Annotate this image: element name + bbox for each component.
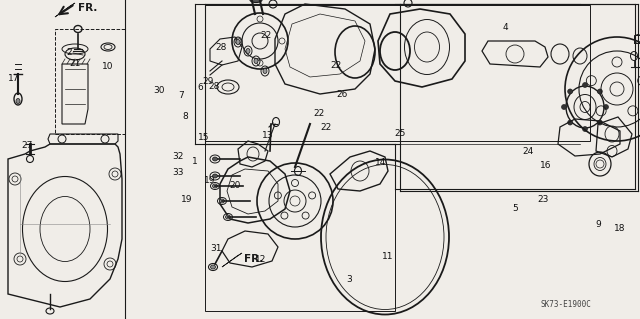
Ellipse shape xyxy=(212,184,218,188)
Text: 10: 10 xyxy=(102,63,113,71)
Text: 26: 26 xyxy=(337,90,348,99)
Ellipse shape xyxy=(225,215,230,219)
Text: 22: 22 xyxy=(313,109,324,118)
Circle shape xyxy=(568,120,573,125)
Text: 23: 23 xyxy=(537,195,548,204)
Text: 18: 18 xyxy=(614,224,625,233)
Text: 21: 21 xyxy=(70,59,81,68)
Ellipse shape xyxy=(263,69,267,73)
Bar xyxy=(55,29,125,134)
Ellipse shape xyxy=(250,0,262,3)
Ellipse shape xyxy=(211,265,216,269)
Text: 8: 8 xyxy=(183,112,188,121)
Text: 1: 1 xyxy=(193,157,198,166)
Circle shape xyxy=(597,89,602,94)
Text: 17: 17 xyxy=(8,74,20,83)
Ellipse shape xyxy=(246,48,250,54)
Text: 2: 2 xyxy=(67,48,72,57)
Circle shape xyxy=(561,105,566,109)
Text: FR.: FR. xyxy=(244,254,264,264)
Text: 16: 16 xyxy=(540,161,551,170)
Ellipse shape xyxy=(212,157,218,161)
Text: 30: 30 xyxy=(153,86,164,95)
Text: 24: 24 xyxy=(522,147,534,156)
Text: 22: 22 xyxy=(260,31,271,40)
Text: 31: 31 xyxy=(211,244,222,253)
Ellipse shape xyxy=(212,174,218,178)
Text: 12: 12 xyxy=(255,256,267,264)
Ellipse shape xyxy=(236,40,240,44)
Polygon shape xyxy=(55,3,75,17)
Text: 14: 14 xyxy=(375,158,387,167)
Circle shape xyxy=(582,127,588,131)
Text: FR.: FR. xyxy=(78,3,97,13)
Text: 33: 33 xyxy=(172,168,184,177)
Polygon shape xyxy=(222,253,242,267)
Text: 9: 9 xyxy=(596,220,601,229)
Text: 15: 15 xyxy=(198,133,209,142)
Circle shape xyxy=(568,89,573,94)
Text: 27: 27 xyxy=(21,141,33,150)
Text: 3: 3 xyxy=(346,275,351,284)
Text: 5: 5 xyxy=(513,204,518,213)
Text: 20: 20 xyxy=(230,181,241,189)
Text: 28: 28 xyxy=(215,43,227,52)
Text: 22: 22 xyxy=(330,61,342,70)
Text: 19: 19 xyxy=(204,176,216,185)
Text: 28: 28 xyxy=(209,82,220,91)
Text: 6: 6 xyxy=(198,83,203,92)
Text: 32: 32 xyxy=(172,152,184,161)
Circle shape xyxy=(604,105,609,109)
Text: 19: 19 xyxy=(181,195,193,204)
Circle shape xyxy=(597,120,602,125)
Ellipse shape xyxy=(254,58,258,63)
Circle shape xyxy=(582,83,588,87)
Text: 4: 4 xyxy=(503,23,508,32)
Text: 13: 13 xyxy=(262,131,273,140)
Ellipse shape xyxy=(220,199,225,203)
Text: 25: 25 xyxy=(394,130,406,138)
Text: 22: 22 xyxy=(321,123,332,132)
Text: 11: 11 xyxy=(382,252,394,261)
Text: 29: 29 xyxy=(202,77,214,86)
Ellipse shape xyxy=(16,99,20,103)
Text: SK73-E1900C: SK73-E1900C xyxy=(541,300,591,309)
Text: 7: 7 xyxy=(179,91,184,100)
